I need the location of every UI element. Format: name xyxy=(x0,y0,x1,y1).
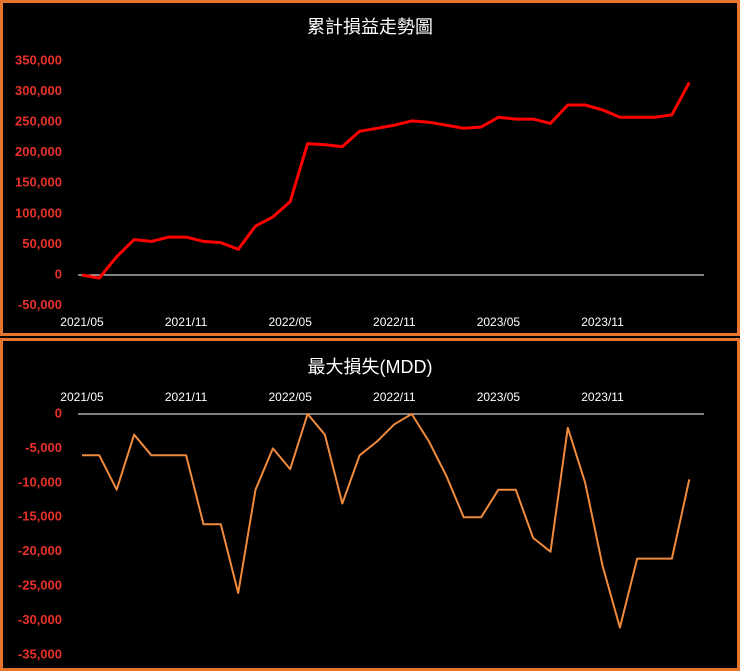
x-tick-label: 2022/11 xyxy=(373,315,416,329)
y-tick-label: 100,000 xyxy=(15,205,62,220)
y-tick-label: 250,000 xyxy=(15,114,62,129)
chart-title: 最大損失(MDD) xyxy=(308,357,433,377)
panel-frame xyxy=(0,0,740,336)
y-tick-label: -10,000 xyxy=(18,474,62,489)
y-tick-label: 350,000 xyxy=(15,52,62,67)
y-tick-label: 50,000 xyxy=(22,236,62,251)
y-tick-label: -20,000 xyxy=(18,543,62,558)
x-tick-label: 2021/05 xyxy=(60,390,104,404)
x-tick-label: 2021/05 xyxy=(60,315,104,329)
y-tick-label: -15,000 xyxy=(18,509,62,524)
y-tick-label: -35,000 xyxy=(18,646,62,661)
chart-title: 累計損益走勢圖 xyxy=(307,17,433,37)
y-tick-label: 200,000 xyxy=(15,144,62,159)
x-tick-label: 2023/05 xyxy=(477,315,521,329)
y-tick-label: -5,000 xyxy=(25,440,62,455)
x-tick-label: 2021/11 xyxy=(165,315,208,329)
y-tick-label: 0 xyxy=(55,405,62,420)
y-tick-label: -50,000 xyxy=(18,297,62,312)
x-tick-label: 2021/11 xyxy=(165,390,208,404)
x-tick-label: 2022/11 xyxy=(373,390,416,404)
data-line xyxy=(82,413,691,629)
y-tick-label: 300,000 xyxy=(15,83,62,98)
y-tick-label: 150,000 xyxy=(15,175,62,190)
x-tick-label: 2023/05 xyxy=(477,390,521,404)
x-tick-label: 2022/05 xyxy=(269,390,313,404)
panel-frame xyxy=(0,338,740,671)
y-tick-label: -30,000 xyxy=(18,612,62,627)
data-line xyxy=(81,81,691,280)
x-tick-label: 2022/05 xyxy=(269,315,313,329)
y-tick-label: 0 xyxy=(55,266,62,281)
x-tick-label: 2023/11 xyxy=(581,315,624,329)
x-tick-label: 2023/11 xyxy=(581,390,624,404)
y-tick-label: -25,000 xyxy=(18,578,62,593)
